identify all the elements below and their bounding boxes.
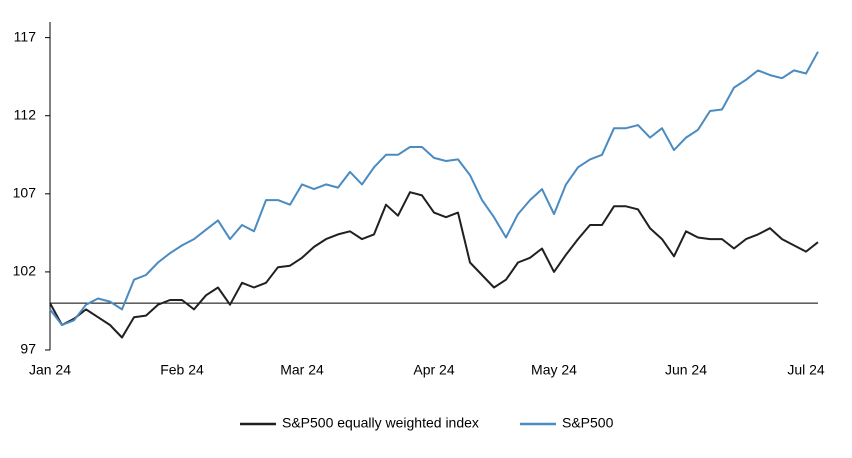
series-line [49, 51, 819, 326]
y-tick-label: 107 [13, 185, 37, 201]
legend-label: S&P500 equally weighted index [282, 415, 479, 431]
y-tick-label: 97 [20, 341, 36, 357]
x-tick-label: Jan 24 [29, 362, 71, 378]
series-line [49, 191, 819, 339]
x-tick-label: Mar 24 [280, 362, 324, 378]
x-tick-label: Feb 24 [160, 362, 204, 378]
legend-label: S&P500 [562, 415, 614, 431]
x-tick-label: Apr 24 [413, 362, 454, 378]
x-tick-label: Jun 24 [665, 362, 707, 378]
y-tick-label: 102 [13, 263, 37, 279]
x-tick-label: May 24 [531, 362, 577, 378]
y-tick-label: 117 [14, 28, 37, 44]
x-tick-label: Jul 24 [787, 362, 825, 378]
y-tick-label: 112 [14, 106, 37, 122]
